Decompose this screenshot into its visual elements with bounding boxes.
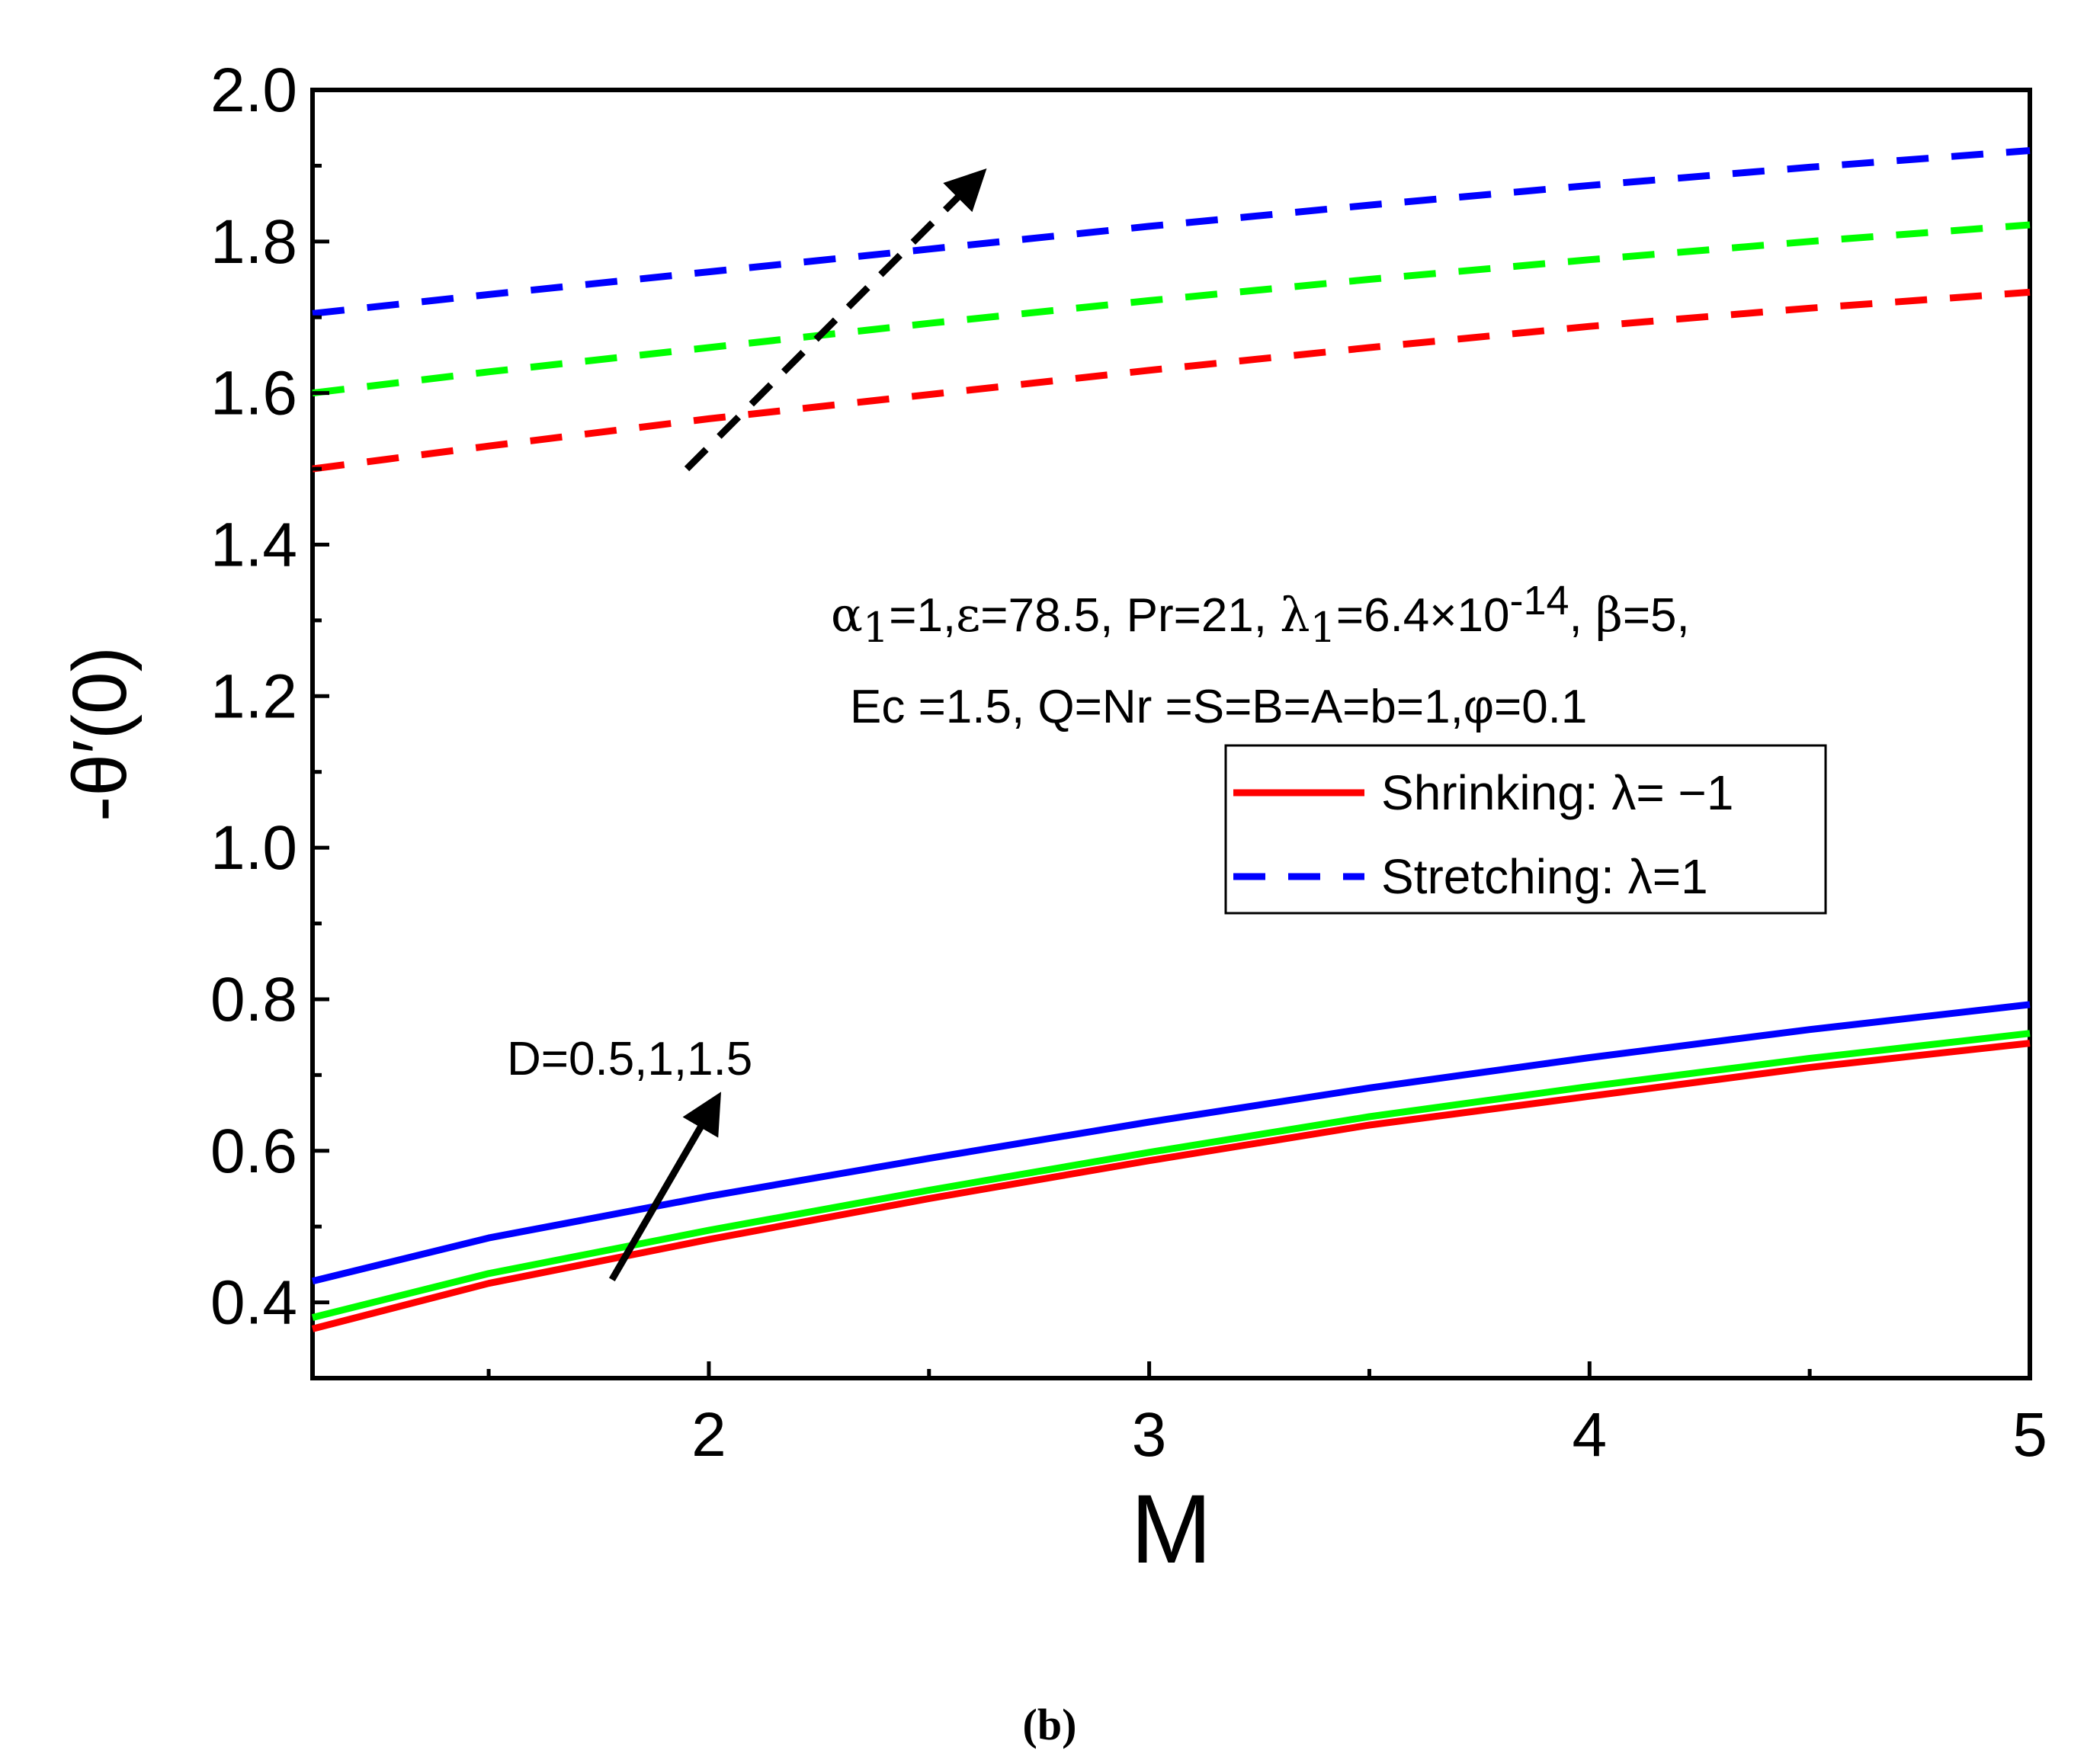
y-tick-label: 1.8: [210, 207, 297, 277]
series-line-3: [312, 288, 2031, 473]
legend: Shrinking: λ= −1 Stretching: λ=1: [1224, 744, 1827, 915]
y-tick-label: 1.2: [210, 662, 297, 731]
stretching-trend-arrow: [684, 168, 987, 472]
y-tick-label: 1.6: [210, 359, 297, 428]
d-values-label: D=0.5,1,1.5: [507, 1033, 752, 1085]
x-tick-label: 5: [2012, 1400, 2047, 1470]
x-tick-label: 2: [691, 1400, 726, 1470]
legend-label-shrinking: Shrinking: λ= −1: [1381, 765, 1734, 820]
y-tick-label: 0.4: [210, 1268, 297, 1338]
arrow-layer: [608, 168, 987, 1282]
x-tick-label: 3: [1132, 1400, 1167, 1470]
series-line-1: [311, 1030, 2031, 1321]
x-tick-label: 4: [1573, 1400, 1608, 1470]
y-axis-title: -θ′(0): [57, 646, 143, 822]
plot-area: [310, 88, 2032, 1380]
y-tick-label: 2.0: [210, 56, 297, 125]
figure-caption: (b): [1023, 1700, 1077, 1749]
series-line-4: [312, 221, 2031, 397]
y-tick-label: 0.6: [210, 1117, 297, 1186]
parameters-annotation-line-2: Ec =1.5, Q=Nr =S=B=A=b=1,φ=0.1: [850, 681, 1587, 733]
legend-label-stretching: Stretching: λ=1: [1381, 849, 1708, 904]
series-line-2: [311, 1001, 2031, 1285]
series-line-5: [312, 147, 2031, 317]
parameters-annotation-line-1: α1=1,ε=78.5, Pr=21, λ1=6.4×10-14, β=5,: [831, 578, 1690, 651]
legend-box: [1224, 744, 1827, 915]
shrinking-trend-arrow: [608, 1092, 721, 1282]
y-tick-label: 0.8: [210, 965, 297, 1034]
series-line-0: [311, 1040, 2031, 1332]
y-tick-label: 1.0: [210, 813, 297, 883]
plot-frame: [310, 88, 2032, 1380]
y-tick-label: 1.4: [210, 510, 297, 579]
x-axis-title: M: [1130, 1475, 1212, 1584]
series-layer: [311, 147, 2031, 1332]
tick-layer: 0.4 0.6 0.8 1.0 1.2 1.4 1.6 1.8 2.0 2 3 4 5: [210, 56, 2047, 1470]
